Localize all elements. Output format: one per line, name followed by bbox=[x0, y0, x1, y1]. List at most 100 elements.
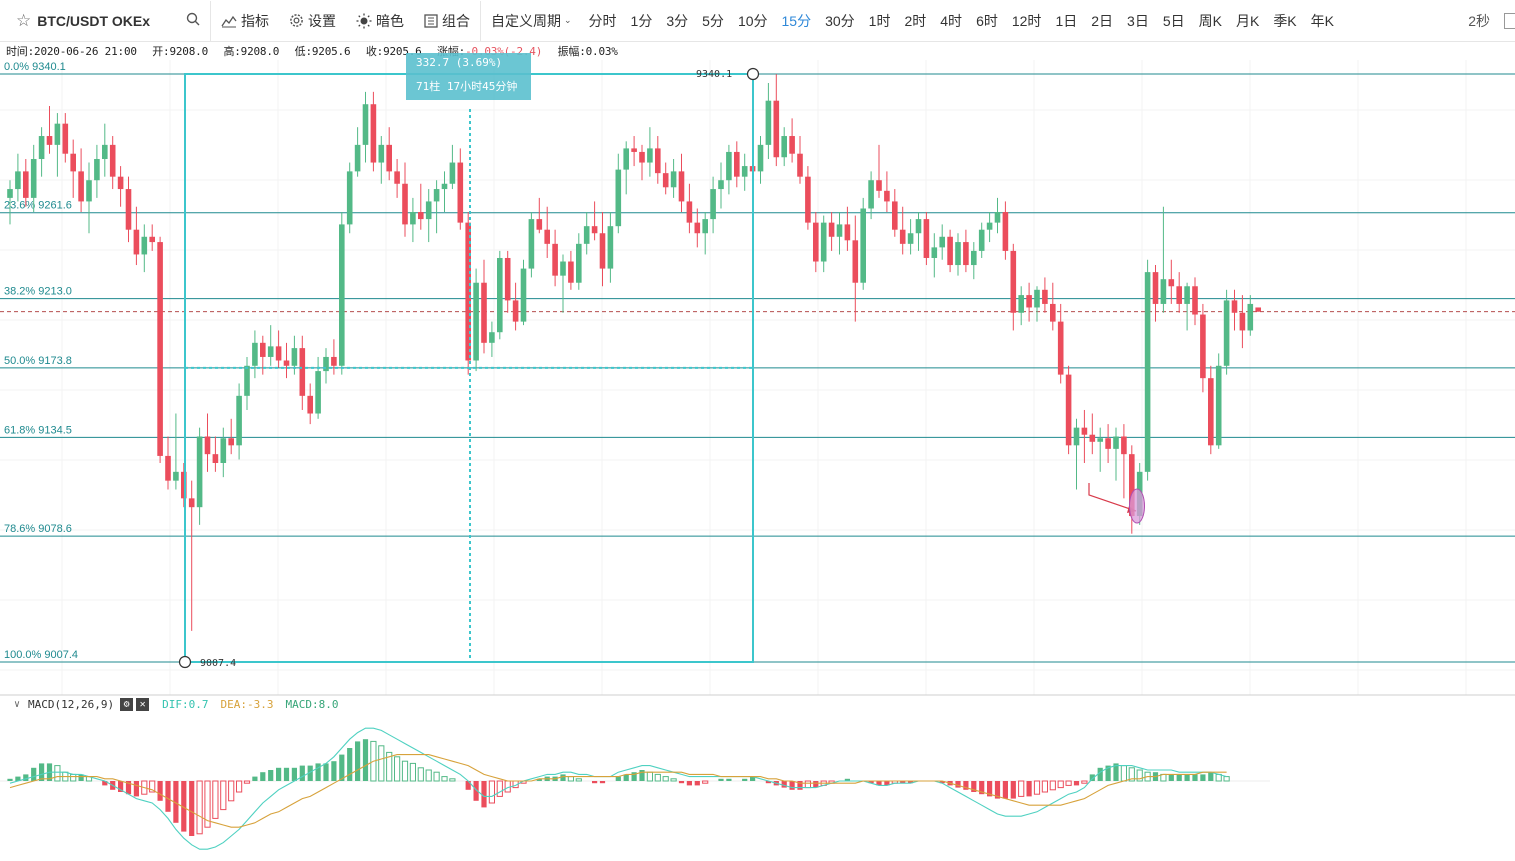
candle-body bbox=[449, 162, 456, 184]
macd-histogram-bar bbox=[488, 780, 495, 804]
custom-period-dropdown[interactable]: 自定义周期 ⌄ bbox=[481, 11, 582, 31]
layout-icon bbox=[424, 13, 438, 28]
fullscreen-icon[interactable] bbox=[1504, 12, 1515, 29]
symbol-selector[interactable]: ☆ BTC/USDT OKEx bbox=[0, 12, 210, 29]
info-time: 时间:2020-06-26 21:00 bbox=[6, 45, 137, 58]
candle-body bbox=[726, 151, 732, 181]
period-option[interactable]: 季K bbox=[1273, 12, 1297, 29]
macd-histogram-bar bbox=[39, 763, 45, 781]
candle-body bbox=[1160, 279, 1167, 304]
candle-body bbox=[686, 201, 693, 223]
period-option[interactable]: 年K bbox=[1310, 12, 1334, 29]
macd-histogram-bar bbox=[7, 778, 13, 781]
candle-body bbox=[986, 222, 993, 230]
macd-histogram-bar bbox=[1168, 774, 1174, 781]
candle-body bbox=[923, 219, 930, 258]
period-option[interactable]: 1分 bbox=[630, 12, 653, 29]
price-chart[interactable]: 0.0% 9340.1 23.6% 9261.6 38.2% 9213.0 50.0%… bbox=[0, 58, 1515, 861]
candle-body bbox=[125, 189, 132, 230]
settings-button[interactable]: 设置 bbox=[279, 11, 346, 31]
macd-histogram-bar bbox=[750, 776, 756, 781]
macd-histogram-bar bbox=[971, 781, 977, 792]
macd-histogram-bar bbox=[1081, 780, 1088, 784]
macd-histogram-bar bbox=[1113, 763, 1119, 781]
candle-body bbox=[702, 219, 708, 234]
theme-button[interactable]: 暗色 bbox=[346, 11, 414, 31]
candle-body bbox=[339, 224, 345, 366]
period-option[interactable]: 6时 bbox=[976, 12, 998, 29]
macd-histogram-bar bbox=[252, 776, 258, 781]
period-option[interactable]: 5分 bbox=[702, 12, 724, 29]
candle-body bbox=[512, 300, 519, 322]
candle-body bbox=[907, 233, 914, 244]
macd-dif-line bbox=[9, 727, 1227, 850]
star-icon[interactable]: ☆ bbox=[16, 11, 32, 30]
macd-histogram-bar bbox=[1041, 780, 1049, 793]
candle-body bbox=[718, 180, 724, 190]
period-option[interactable]: 12时 bbox=[1011, 12, 1042, 29]
candle-body bbox=[102, 144, 108, 160]
period-option[interactable]: 30分 bbox=[825, 12, 855, 29]
period-option[interactable]: 2时 bbox=[904, 12, 927, 29]
macd-histogram-bar bbox=[702, 780, 709, 784]
period-option[interactable]: 周K bbox=[1198, 12, 1222, 29]
period-option[interactable]: 4时 bbox=[940, 12, 963, 29]
candle-body bbox=[607, 226, 614, 269]
macd-histogram-bar bbox=[678, 781, 685, 784]
candle-body bbox=[868, 180, 874, 209]
candle-body bbox=[1121, 436, 1127, 455]
period-option[interactable]: 2日 bbox=[1091, 12, 1114, 29]
macd-histogram-bar bbox=[1208, 772, 1214, 781]
candle-body bbox=[994, 212, 1001, 223]
candle-body bbox=[591, 226, 598, 234]
macd-histogram-bar bbox=[70, 773, 77, 782]
period-option[interactable]: 1时 bbox=[868, 12, 891, 29]
fibonacci-retracement[interactable]: 0.0% 9340.1 23.6% 9261.6 38.2% 9213.0 50.0%… bbox=[0, 61, 1515, 663]
period-option[interactable]: 10分 bbox=[737, 12, 768, 29]
period-option[interactable]: 5日 bbox=[1162, 12, 1185, 29]
search-icon[interactable] bbox=[186, 12, 200, 29]
measure-tool[interactable]: 9340.1 9007.4 bbox=[178, 67, 760, 670]
candle-body bbox=[1042, 289, 1048, 304]
macd-histogram-bar bbox=[1184, 774, 1190, 781]
annotation-ellipse bbox=[1129, 488, 1145, 524]
period-option[interactable]: 3日 bbox=[1127, 12, 1149, 29]
macd-histogram-bar bbox=[165, 781, 171, 812]
fib-level-label: 50.0% 9173.8 bbox=[4, 355, 72, 367]
candle-body bbox=[109, 144, 116, 177]
close-icon[interactable]: ✕ bbox=[136, 698, 150, 711]
indicators-button[interactable]: 指标 bbox=[211, 11, 279, 31]
macd-histogram-bar bbox=[504, 780, 511, 793]
period-option[interactable]: 分时 bbox=[588, 12, 617, 29]
period-option[interactable]: 月K bbox=[1235, 12, 1260, 29]
candle-body bbox=[1231, 300, 1238, 313]
macd-histogram-bar bbox=[315, 763, 321, 781]
candle-body bbox=[236, 395, 242, 446]
macd-histogram-bar bbox=[1026, 781, 1032, 797]
candle-body bbox=[710, 189, 716, 220]
macd-histogram-bar bbox=[125, 781, 132, 795]
refresh-interval[interactable]: 2秒 bbox=[1468, 12, 1490, 29]
combo-button[interactable]: 组合 bbox=[414, 11, 480, 31]
macd-histogram-bar bbox=[449, 778, 456, 782]
macd-histogram-bar bbox=[987, 781, 993, 797]
candle-body bbox=[23, 171, 29, 198]
period-option[interactable]: 1日 bbox=[1055, 12, 1078, 29]
period-option[interactable]: 3分 bbox=[666, 12, 689, 29]
candle-body bbox=[1018, 295, 1024, 313]
indicator-chart-icon bbox=[221, 14, 237, 28]
collapse-chevron-icon[interactable]: ∨ bbox=[14, 699, 21, 710]
candle-body bbox=[410, 212, 416, 225]
candle-body bbox=[568, 261, 574, 283]
macd-histogram-bar bbox=[331, 761, 337, 781]
macd-histogram-bar bbox=[283, 767, 290, 781]
macd-histogram-bar bbox=[813, 781, 819, 788]
candle-body bbox=[1034, 289, 1040, 308]
macd-histogram-bar bbox=[623, 774, 629, 781]
candle-body bbox=[536, 219, 543, 230]
period-option[interactable]: 15分 bbox=[781, 12, 812, 29]
candle-body bbox=[1247, 303, 1254, 331]
candle-body bbox=[1129, 454, 1135, 517]
gear-icon[interactable]: ⚙ bbox=[120, 698, 134, 711]
candle-body bbox=[275, 346, 282, 361]
